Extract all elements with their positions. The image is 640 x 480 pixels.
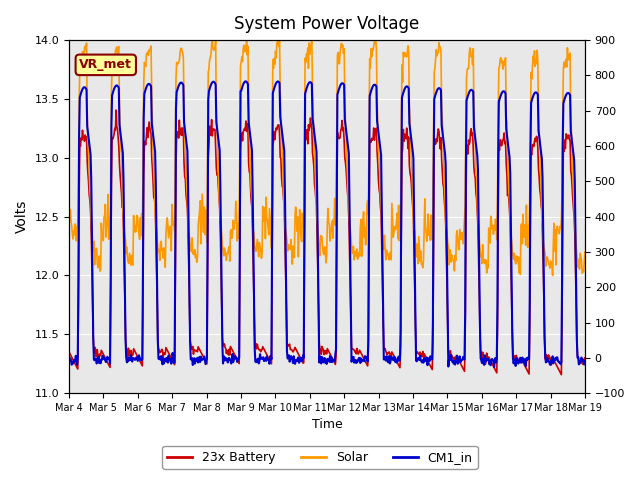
CM1_in xyxy=(65,358,73,363)
23x Battery xyxy=(65,349,73,355)
23x Battery xyxy=(410,214,417,219)
Legend: 23x Battery, Solar, CM1_in: 23x Battery, Solar, CM1_in xyxy=(163,446,477,469)
23x Battery xyxy=(112,107,120,113)
Line: Solar: Solar xyxy=(69,40,585,276)
Solar xyxy=(548,273,556,278)
CM1_in xyxy=(410,156,417,161)
Title: System Power Voltage: System Power Voltage xyxy=(234,15,420,33)
Solar xyxy=(125,251,133,256)
23x Battery xyxy=(581,355,589,360)
Solar xyxy=(65,220,73,226)
23x Battery xyxy=(221,345,229,350)
23x Battery xyxy=(557,372,565,378)
Solar xyxy=(266,216,274,221)
Solar xyxy=(209,37,216,43)
CM1_in xyxy=(581,359,589,365)
Solar xyxy=(381,232,388,238)
Solar xyxy=(221,248,229,253)
23x Battery xyxy=(266,358,274,364)
Line: 23x Battery: 23x Battery xyxy=(69,110,585,375)
Line: CM1_in: CM1_in xyxy=(69,82,585,367)
CM1_in xyxy=(242,79,250,84)
CM1_in xyxy=(247,136,255,142)
23x Battery xyxy=(381,347,388,352)
Y-axis label: Volts: Volts xyxy=(15,200,29,233)
Solar xyxy=(410,215,417,220)
Solar xyxy=(247,173,255,179)
CM1_in xyxy=(490,364,498,370)
X-axis label: Time: Time xyxy=(312,419,342,432)
CM1_in xyxy=(221,358,228,363)
CM1_in xyxy=(266,354,274,360)
Solar xyxy=(581,249,589,255)
CM1_in xyxy=(381,356,388,362)
Text: VR_met: VR_met xyxy=(79,59,132,72)
23x Battery xyxy=(247,187,255,193)
23x Battery xyxy=(126,350,134,356)
CM1_in xyxy=(125,357,133,362)
